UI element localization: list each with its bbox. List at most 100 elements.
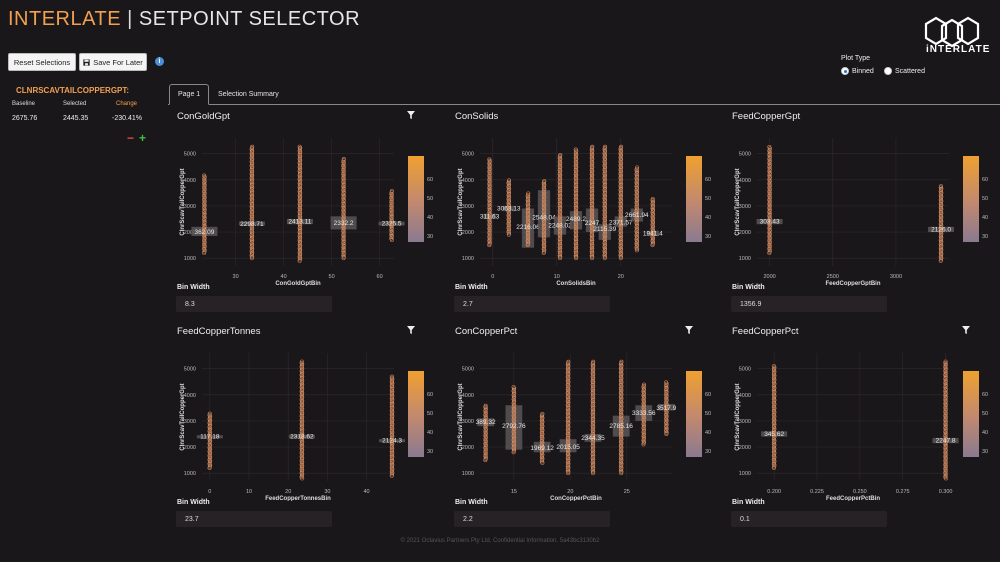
chart-panel: FeedCopperGpt Bin Width 1356.9 1000 2000 3000… xyxy=(723,108,993,320)
y-axis-label: ClnrScavTailCopperGpt xyxy=(735,383,741,450)
y-tick-label: 2000 xyxy=(184,230,196,236)
chart-panel: ConSolids Bin Width 2.7 1000 2000 3000 4000 500… xyxy=(446,108,716,320)
data-point xyxy=(389,189,394,193)
interlate-logo-icon xyxy=(924,16,980,48)
bin-mean-label: 2489.2 xyxy=(566,216,586,223)
change-value: -230.41% xyxy=(112,115,142,122)
target-variable-title: CLNRSCAVTAILCOPPERGPT: xyxy=(16,86,130,95)
data-point xyxy=(650,196,655,201)
y-tick-label: 2000 xyxy=(462,445,474,451)
bin-box[interactable] xyxy=(378,221,405,226)
bin-box[interactable] xyxy=(630,208,643,222)
title-separator: | xyxy=(127,8,133,30)
save-for-later-label: Save For Later xyxy=(93,57,143,67)
colorbar-tick-label: 30 xyxy=(427,234,433,240)
bin-mean-label: 345.62 xyxy=(764,431,784,438)
bin-mean-label: 362.09 xyxy=(194,229,214,236)
bin-width-label: Bin Width xyxy=(732,499,765,506)
data-point xyxy=(542,178,547,183)
colorbar-tick-label: 60 xyxy=(705,392,711,398)
y-tick-label: 5000 xyxy=(462,367,474,373)
bin-width-input[interactable]: 0.1 xyxy=(731,511,887,527)
filter-icon[interactable] xyxy=(685,326,693,334)
x-axis-label: ConSolidsBin xyxy=(556,281,596,286)
plot-type-binned-radio[interactable]: Binned xyxy=(841,67,874,75)
filter-icon[interactable] xyxy=(407,111,415,119)
increase-button[interactable]: + xyxy=(139,131,147,145)
decrease-button[interactable]: − xyxy=(127,131,135,145)
colorbar-tick-label: 40 xyxy=(427,215,433,221)
data-point xyxy=(297,144,302,149)
chart-panel: ConCopperPct Bin Width 2.2 1000 2000 3000 4000… xyxy=(446,323,716,535)
colorbar-tick-label: 50 xyxy=(427,411,433,417)
bin-mean-label: 2332.2 xyxy=(334,220,354,227)
info-icon[interactable]: i xyxy=(155,57,164,66)
data-point xyxy=(250,144,255,149)
bin-mean-label: 2325.5 xyxy=(382,220,402,227)
x-tick-label: 0.250 xyxy=(853,489,867,495)
x-tick-label: 0 xyxy=(208,489,211,495)
save-for-later-button[interactable]: Save For Later xyxy=(79,53,147,71)
filter-icon[interactable] xyxy=(407,326,415,334)
x-tick-label: 30 xyxy=(233,274,239,280)
logo-wordmark: iNTERLATE xyxy=(926,44,991,55)
y-tick-label: 5000 xyxy=(462,152,474,158)
bin-mean-label: 2318.62 xyxy=(290,434,314,441)
bin-mean-label: 2661.94 xyxy=(625,212,649,219)
app-title: INTERLATE | SETPOINT SELECTOR xyxy=(8,8,360,31)
chart-title: ConSolids xyxy=(455,111,499,122)
bin-mean-label: 2548.04 xyxy=(532,215,556,222)
footer-copyright: © 2021 Octavius Partners Pty Ltd. Confid… xyxy=(400,538,600,544)
x-tick-label: 20 xyxy=(285,489,291,495)
y-tick-label: 3000 xyxy=(462,419,474,425)
colorbar-tick-label: 50 xyxy=(705,411,711,417)
colorbar-tick-label: 60 xyxy=(705,177,711,183)
filter-icon[interactable] xyxy=(962,326,970,334)
x-tick-label: 0.200 xyxy=(767,489,781,495)
bin-box[interactable] xyxy=(761,431,788,437)
bin-mean-label: 389.32 xyxy=(476,419,496,426)
data-point xyxy=(566,359,571,364)
bin-mean-label: 311.63 xyxy=(480,213,500,220)
binned-label: Binned xyxy=(852,67,874,75)
tab-selection-summary[interactable]: Selection Summary xyxy=(210,84,287,105)
colorbar-tick-label: 40 xyxy=(982,215,988,221)
bin-box[interactable] xyxy=(533,441,551,453)
bin-box[interactable] xyxy=(330,216,357,230)
x-tick-label: 0.300 xyxy=(939,489,953,495)
reset-selections-label: Reset Selections xyxy=(13,57,71,67)
radio-selected-icon xyxy=(841,67,849,75)
bin-box[interactable] xyxy=(521,208,535,248)
bin-mean-label: 2344.35 xyxy=(581,435,605,442)
bin-mean-label: 2247.8 xyxy=(936,438,956,445)
y-axis-label: ClnrScavTailCopperGpt xyxy=(180,168,186,235)
bin-width-input[interactable]: 23.7 xyxy=(176,511,332,527)
x-tick-label: 2000 xyxy=(764,274,776,280)
bin-mean-label: 2216.06 xyxy=(516,224,540,231)
y-tick-label: 5000 xyxy=(739,367,751,373)
x-axis-label: FeedCopperTonnesBin xyxy=(265,496,331,501)
brand-name: INTERLATE xyxy=(8,8,122,30)
plot-type-scattered-radio[interactable]: Scattered xyxy=(884,67,925,75)
bin-mean-label: 2115.39 xyxy=(593,226,616,233)
bin-mean-label: 303.43 xyxy=(760,219,780,226)
bin-width-input[interactable]: 1356.9 xyxy=(731,296,887,312)
y-tick-label: 1000 xyxy=(462,471,474,477)
bin-width-input[interactable]: 2.7 xyxy=(454,296,610,312)
bin-width-input[interactable]: 8.3 xyxy=(176,296,332,312)
chart-title: ConCopperPct xyxy=(455,326,518,337)
bin-width-label: Bin Width xyxy=(732,284,765,291)
scatter-chart: 1000 2000 3000 4000 5000 2000 2500 3000 FeedCopp… xyxy=(735,138,988,286)
data-point xyxy=(390,374,395,379)
bin-width-input[interactable]: 2.2 xyxy=(454,511,610,527)
bin-width-label: Bin Width xyxy=(455,284,488,291)
bin-box[interactable] xyxy=(584,433,602,442)
reset-selections-button[interactable]: Reset Selections xyxy=(8,53,76,71)
data-point xyxy=(487,157,492,162)
colorbar xyxy=(408,156,424,242)
data-point xyxy=(202,173,207,178)
data-point xyxy=(558,152,563,157)
data-point xyxy=(943,359,948,364)
bin-box[interactable] xyxy=(238,221,265,226)
tab-page-1[interactable]: Page 1 xyxy=(169,84,210,105)
